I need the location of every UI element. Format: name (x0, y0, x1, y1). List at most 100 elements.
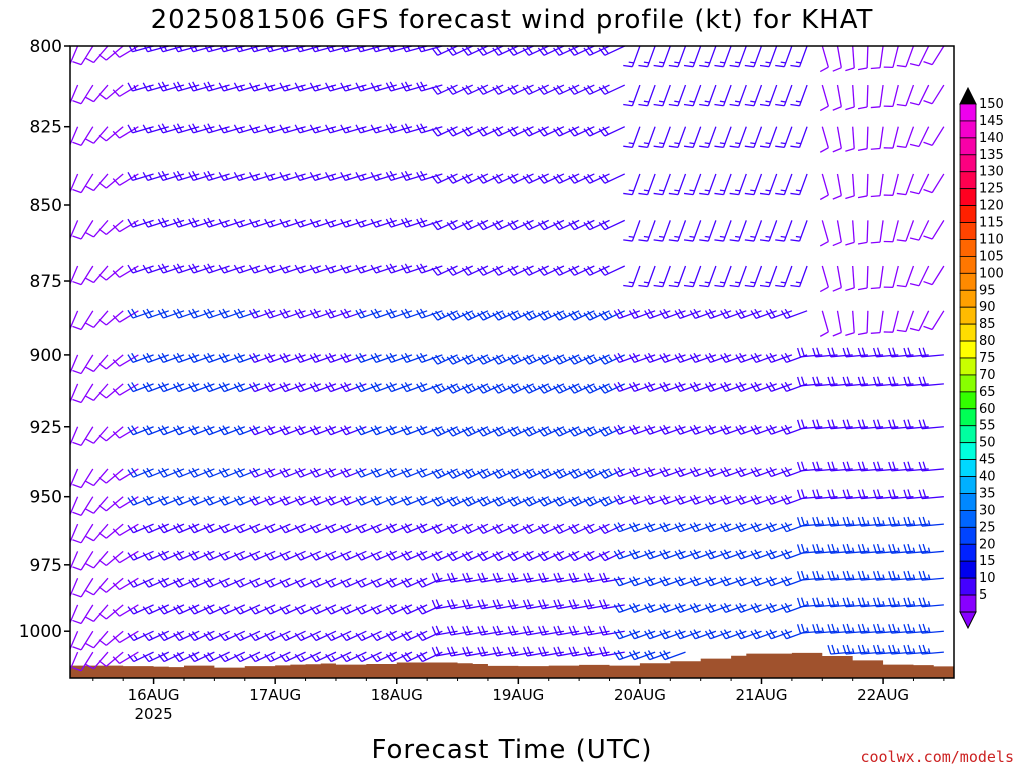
wind-barb (203, 577, 230, 588)
wind-barb (416, 425, 443, 436)
wind-barb (309, 467, 337, 478)
wind-barb (507, 426, 534, 437)
y-tick-label: 975 (30, 556, 62, 576)
wind-barb (623, 126, 641, 149)
wind-barb (568, 383, 595, 394)
wind-barb (704, 602, 732, 613)
wind-barb (857, 220, 869, 245)
wind-barb (325, 550, 352, 561)
wind-barb (832, 265, 842, 292)
wind-barb (628, 650, 656, 661)
colorbar-label: 60 (979, 402, 996, 417)
wind-barb (729, 220, 747, 242)
x-tick-label: 21AUG (736, 686, 788, 704)
wind-barb (735, 549, 762, 560)
wind-barb (909, 310, 930, 332)
wind-barb (507, 383, 534, 394)
wind-barb (416, 382, 443, 393)
wind-barb (537, 173, 565, 184)
chart-title: 2025081506 GFS forecast wind profile (kt… (151, 5, 874, 35)
wind-barb (431, 173, 458, 184)
wind-barb (765, 522, 793, 533)
wind-barb (909, 84, 930, 106)
wind-barb (720, 381, 747, 393)
wind-barb (492, 496, 519, 507)
wind-barb (522, 468, 550, 479)
wind-barb (583, 219, 610, 231)
wind-barb (628, 549, 656, 560)
wind-barb (127, 495, 154, 506)
wind-barb (568, 46, 595, 56)
wind-barb (689, 466, 717, 478)
wind-speed-colorbar: 1501451401351301251201151101051009590858… (959, 86, 1004, 630)
colorbar-label: 130 (979, 165, 1004, 180)
wind-barb (553, 426, 580, 437)
wind-barb (714, 46, 732, 68)
wind-barb (249, 172, 276, 182)
wind-barb (85, 126, 109, 144)
wind-barb (142, 467, 170, 478)
wind-barb (218, 382, 246, 393)
wind-barb (233, 550, 261, 561)
x-tick-label: 17AUG (249, 686, 301, 704)
wind-barb (729, 173, 747, 196)
colorbar-swatch (959, 137, 977, 156)
wind-barb (735, 494, 762, 505)
wind-barb (401, 123, 428, 134)
wind-barb (127, 308, 154, 319)
wind-barb (845, 220, 855, 246)
wind-barb (461, 219, 489, 231)
colorbar-label: 10 (979, 571, 996, 586)
wind-barb (668, 220, 687, 242)
wind-barb (72, 265, 94, 286)
wind-barb (583, 84, 610, 95)
wind-barb (294, 218, 321, 228)
wind-barb (537, 383, 565, 394)
wind-barb (325, 577, 352, 588)
wind-barb (918, 623, 944, 634)
wind-barb (85, 550, 109, 569)
wind-barb (689, 352, 717, 364)
wind-barb (233, 308, 261, 319)
wind-barb (218, 550, 246, 561)
wind-barb (294, 495, 322, 506)
wind-barb (142, 124, 169, 134)
wind-barb (492, 310, 519, 321)
wind-barb (370, 577, 398, 588)
wind-barb (401, 604, 428, 615)
wind-barb (249, 604, 276, 615)
wind-barb (385, 630, 413, 642)
wind-barb (72, 651, 94, 672)
wind-barb (461, 496, 489, 507)
wind-barb (568, 84, 595, 95)
wind-barb (431, 310, 458, 321)
wind-barb (765, 629, 793, 640)
wind-barb (309, 308, 337, 319)
wind-barb (233, 604, 261, 615)
wind-barb (309, 550, 337, 561)
wind-barb (127, 630, 154, 642)
wind-barb (704, 424, 732, 435)
wind-barb (553, 523, 580, 535)
wind-barb (568, 265, 595, 276)
wind-barb (765, 424, 793, 435)
wind-barb (340, 308, 367, 319)
wind-barb (553, 46, 580, 56)
wind-barb (249, 577, 276, 588)
wind-barb (264, 218, 291, 228)
wind-barb (729, 84, 747, 107)
wind-barb (644, 466, 671, 478)
wind-barb (644, 494, 671, 505)
wind-barb (568, 523, 595, 535)
wind-barb (157, 523, 185, 534)
wind-barb (400, 425, 428, 436)
wind-barb (431, 219, 458, 231)
wind-barb (461, 354, 489, 365)
wind-barb (644, 629, 671, 640)
wind-barb (188, 352, 215, 364)
colorbar-swatch (959, 577, 977, 596)
wind-barb (507, 354, 534, 365)
wind-barb (400, 352, 428, 364)
colorbar-swatch (959, 509, 977, 528)
colorbar-label: 25 (979, 520, 996, 535)
